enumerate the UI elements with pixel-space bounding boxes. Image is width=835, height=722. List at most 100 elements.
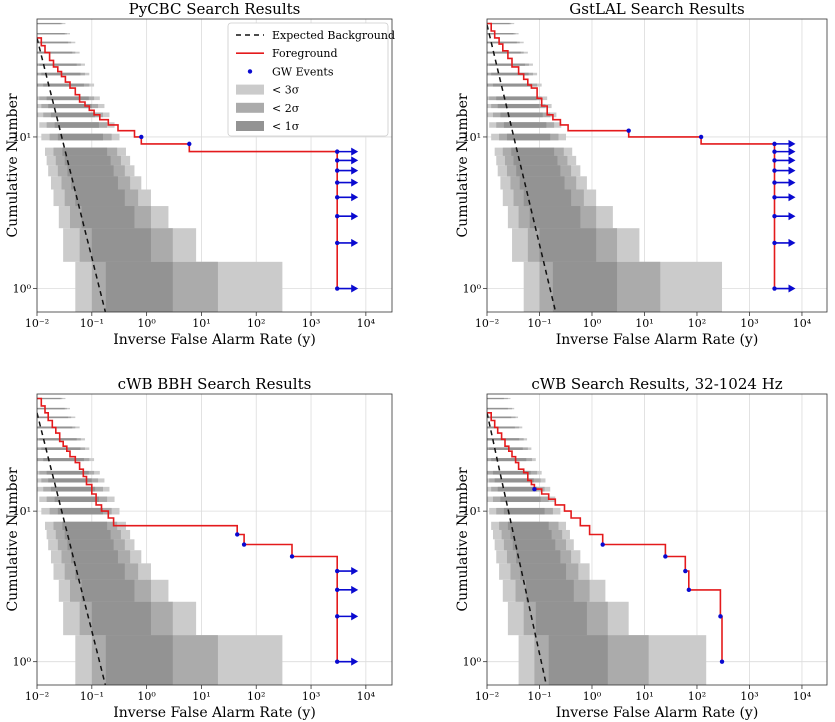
band-step xyxy=(81,206,135,229)
band-step xyxy=(520,563,567,580)
x-axis-label: Inverse False Alarm Rate (y) xyxy=(556,705,759,721)
gw-event-marker xyxy=(334,149,340,154)
expected-background-line xyxy=(487,412,548,685)
gw-event-marker xyxy=(663,554,668,559)
y-axis-label: Cumulative Number xyxy=(455,467,471,611)
y-axis-label: Cumulative Number xyxy=(5,467,21,611)
chart-panel-1: 10⁻² 10⁻¹ 10⁰ 10¹ 10² 10³ 10⁴ 10⁰ 10¹ PyCBC Searc… xyxy=(5,0,395,348)
band-step xyxy=(75,189,125,207)
band-step xyxy=(529,206,581,229)
arrow-head xyxy=(351,585,359,594)
band-step xyxy=(487,426,515,429)
x-axis-label: Inverse False Alarm Rate (y) xyxy=(113,705,316,721)
band-step xyxy=(62,147,108,156)
legend-label: Foreground xyxy=(272,47,338,60)
y-tick-label: 10⁰ xyxy=(463,656,482,669)
band-step xyxy=(500,496,541,503)
x-tick-label: 10² xyxy=(247,317,265,330)
arrow-head xyxy=(351,612,359,621)
band-step xyxy=(62,521,108,530)
gw-event-marker xyxy=(718,614,723,619)
arrow-head xyxy=(788,178,796,187)
band-step xyxy=(57,507,103,515)
band-step xyxy=(489,63,526,66)
arrow-head xyxy=(788,212,796,221)
gw-event-marker xyxy=(334,286,340,291)
x-tick-label: 10¹ xyxy=(635,690,653,703)
band-step xyxy=(37,416,69,419)
arrow-head xyxy=(351,567,359,576)
band-step xyxy=(67,539,114,551)
x-tick-label: 10³ xyxy=(302,317,320,330)
x-tick-label: 10¹ xyxy=(635,317,653,330)
band-step xyxy=(507,521,549,530)
band-step xyxy=(57,133,103,141)
band-step xyxy=(48,103,92,109)
plot-content xyxy=(37,19,392,312)
band-step xyxy=(39,63,77,66)
gw-event-marker xyxy=(334,195,340,200)
gw-event-marker xyxy=(772,195,777,200)
band-step xyxy=(519,176,565,190)
y-axis-label: Cumulative Number xyxy=(5,93,21,237)
plot-frame xyxy=(36,18,393,313)
gw-event-marker xyxy=(772,240,777,246)
gw-event-marker xyxy=(626,128,631,133)
band-step xyxy=(37,51,73,54)
band-step xyxy=(487,407,508,410)
band-step xyxy=(516,165,561,177)
band-step xyxy=(37,407,65,410)
gw-event-marker xyxy=(600,542,605,547)
gw-event-marker xyxy=(772,149,777,154)
legend-label: Expected Background xyxy=(272,29,395,42)
gw-event-marker xyxy=(772,158,777,163)
x-tick-label: 10² xyxy=(688,690,706,703)
gw-event-marker xyxy=(772,141,777,147)
gw-event-marker xyxy=(334,587,340,593)
arrow-head xyxy=(351,156,359,165)
chart-panel-2: 10⁻² 10⁻¹ 10⁰ 10¹ 10² 10³ 10⁴ 10⁰ 10¹ GstLAL Sear… xyxy=(455,0,828,348)
gw-event-marker xyxy=(289,554,295,559)
y-tick-label: 10¹ xyxy=(463,131,481,144)
x-tick-label: 10⁻¹ xyxy=(527,317,551,330)
arrow-head xyxy=(351,166,359,175)
chart-panel-4: 10⁻² 10⁻¹ 10⁰ 10¹ 10² 10³ 10⁴ 10⁰ 10¹ cWB Search … xyxy=(455,375,828,721)
x-tick-label: 10⁰ xyxy=(583,317,602,330)
gw-event-marker xyxy=(698,134,704,140)
x-tick-label: 10⁴ xyxy=(793,690,812,703)
gw-event-marker xyxy=(334,158,340,163)
expected-background-line xyxy=(37,412,107,685)
arrow-head xyxy=(788,193,796,202)
expected-background-line xyxy=(487,24,556,310)
band-step xyxy=(75,563,125,580)
band-step xyxy=(64,155,111,166)
x-tick-label: 10⁻² xyxy=(475,317,499,330)
band-step xyxy=(37,397,61,400)
y-tick-label: 10⁰ xyxy=(13,656,32,669)
plot-frame xyxy=(36,393,393,686)
band-step xyxy=(46,470,89,475)
band-step xyxy=(492,470,531,475)
y-tick-label: 10⁰ xyxy=(463,283,482,296)
band-step xyxy=(492,83,533,87)
band-step xyxy=(64,529,111,540)
band-step xyxy=(105,261,173,312)
x-tick-label: 10¹ xyxy=(192,690,210,703)
band-step xyxy=(491,72,529,76)
band-step xyxy=(487,33,514,35)
chart-title: PyCBC Search Results xyxy=(129,0,301,18)
arrow-head xyxy=(351,193,359,202)
band-step xyxy=(37,22,61,25)
gw-event-marker xyxy=(772,286,777,291)
arrow-head xyxy=(788,284,796,293)
band-step xyxy=(523,189,572,207)
legend-label: GW Events xyxy=(272,65,334,78)
x-tick-label: 10⁻¹ xyxy=(527,690,551,703)
gw-event-marker xyxy=(334,614,340,619)
band-step xyxy=(91,601,151,636)
band-step xyxy=(67,165,114,177)
x-tick-label: 10³ xyxy=(740,690,758,703)
band-step xyxy=(548,635,608,685)
legend-label: < 3σ xyxy=(272,84,300,97)
